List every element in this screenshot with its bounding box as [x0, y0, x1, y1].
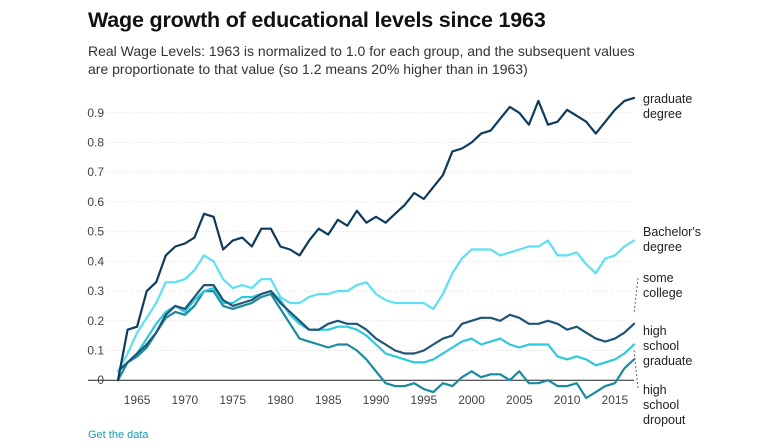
series-label-line: school	[643, 398, 679, 412]
series-label-line: high	[643, 383, 667, 397]
y-tick-label: 0.7	[87, 165, 104, 179]
x-tick-label: 2015	[602, 393, 629, 407]
y-tick-label: 0.4	[87, 254, 104, 268]
x-axis-ticks: 1965 1970 1975 1980 1985 1990 1995 2000 2005 2010…	[124, 393, 629, 407]
series-label-line: college	[643, 286, 683, 300]
x-tick-label: 1995	[410, 393, 437, 407]
series-label-line: graduate	[643, 92, 692, 106]
x-tick-label: 1980	[267, 393, 294, 407]
y-tick-label: 0.2	[87, 314, 104, 328]
series-line-some-college	[116, 284, 636, 373]
series-label-line: Bachelor's	[643, 225, 701, 239]
y-tick-label: 0.5	[87, 225, 104, 239]
x-tick-label: 1965	[124, 393, 151, 407]
y-tick-label: 0	[97, 373, 104, 387]
x-tick-label: 1990	[363, 393, 390, 407]
x-tick-label: 2005	[506, 393, 533, 407]
y-axis-ticks: 0 0.1 0.2 0.3 0.4 0.5 0.6 0.7 0.8 0.9	[87, 106, 104, 387]
series-label-line: degree	[643, 240, 682, 254]
x-tick-label: 1975	[219, 393, 246, 407]
series-label-line: dropout	[643, 413, 686, 427]
get-the-data-link[interactable]: Get the data	[88, 429, 149, 441]
series-label-line: some	[643, 271, 674, 285]
y-tick-label: 0.1	[87, 343, 104, 357]
y-tick-label: 0.9	[87, 106, 104, 120]
series-line-bachelor-s-degree	[116, 239, 636, 373]
grid-lines	[88, 112, 634, 351]
y-tick-label: 0.6	[87, 195, 104, 209]
series-label-some-college: some college	[643, 271, 683, 300]
x-tick-label: 1985	[315, 393, 342, 407]
series-label-high-school-dropout: high school dropout	[643, 383, 686, 427]
series-label-line: school	[643, 339, 679, 353]
x-tick-label: 2010	[554, 393, 581, 407]
y-tick-label: 0.3	[87, 284, 104, 298]
series-line-high-school-graduate	[116, 287, 636, 373]
series-line-graduate-degree	[116, 96, 636, 382]
series-label-line: high	[643, 324, 667, 338]
series-label-line: degree	[643, 107, 682, 121]
series-label-line: graduate	[643, 354, 692, 368]
series-label-bachelor-s-degree: Bachelor's degree	[643, 225, 701, 254]
label-leader-line	[633, 349, 639, 389]
chart-title: Wage growth of educational levels since …	[88, 8, 546, 32]
series-label-high-school-graduate: high school graduate	[643, 324, 692, 368]
label-leader-line	[633, 277, 639, 315]
series-label-graduate-degree: graduate degree	[643, 92, 692, 121]
y-tick-label: 0.8	[87, 136, 104, 150]
x-tick-label: 1970	[172, 393, 199, 407]
x-tick-label: 2000	[458, 393, 485, 407]
chart-subtitle: Real Wage Levels: 1963 is normalized to …	[88, 43, 635, 77]
series-lines	[116, 96, 636, 400]
